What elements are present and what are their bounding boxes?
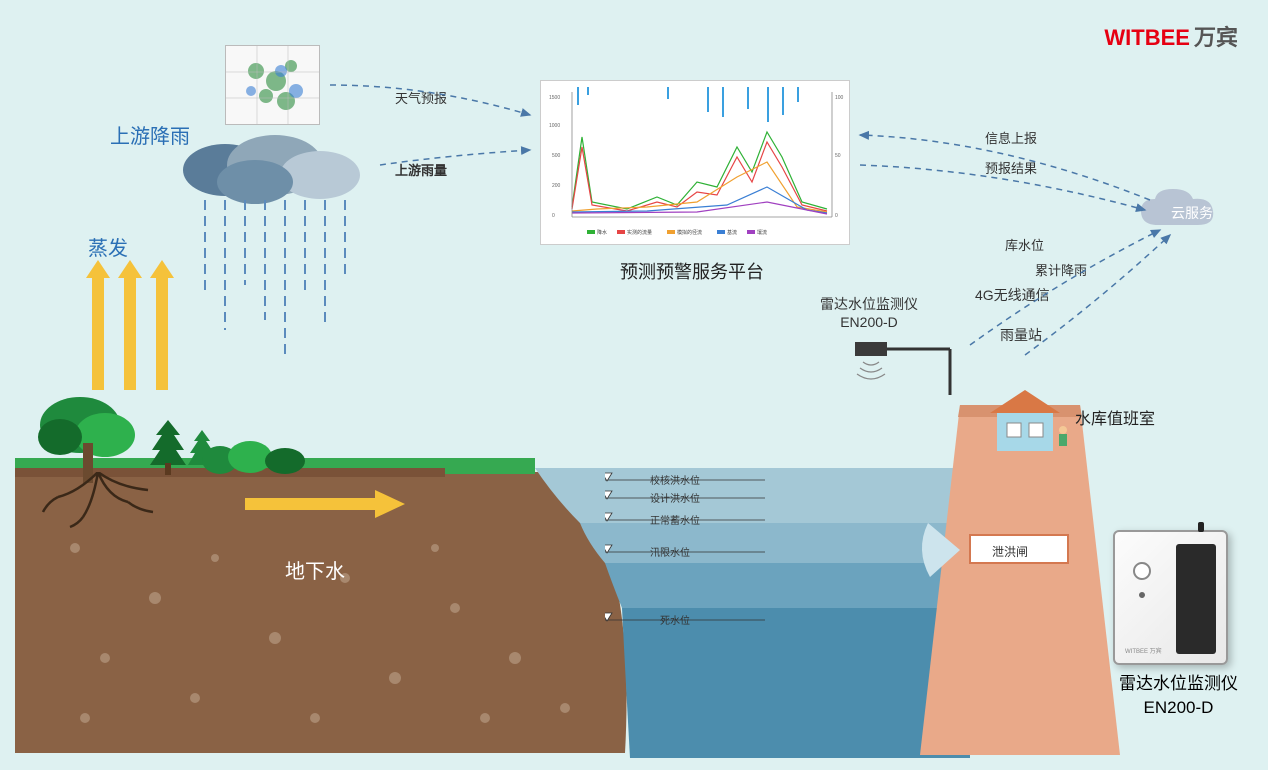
device-caption: 雷达水位监测仪EN200-D bbox=[1119, 672, 1238, 720]
flow-arrows-svg bbox=[0, 0, 1268, 770]
device-product-icon: WITBEE 万宾 bbox=[1113, 530, 1228, 665]
